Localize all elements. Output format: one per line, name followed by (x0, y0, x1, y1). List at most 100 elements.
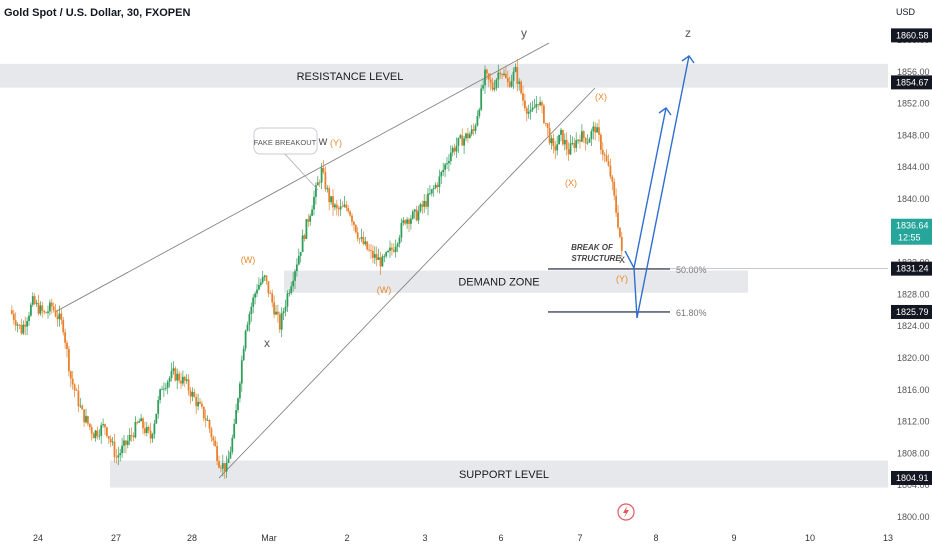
candle-body (522, 93, 524, 101)
candle-body (503, 73, 505, 75)
candle-body (398, 237, 401, 244)
candle-body (598, 127, 600, 135)
candle-body (206, 420, 209, 421)
candle-body (155, 413, 158, 424)
candle-body (43, 310, 46, 313)
x-tick-label: 24 (33, 533, 43, 543)
candle-body (235, 410, 237, 424)
break-of-structure-label: BREAK OF (571, 243, 614, 252)
candle-body (288, 292, 291, 294)
candle-body (221, 463, 224, 469)
candle-body (144, 428, 146, 433)
candle-body (79, 405, 82, 407)
candle-body (381, 256, 384, 267)
candle-body (197, 401, 199, 407)
y-tick-label: 1816.00 (897, 385, 930, 395)
candle-body (402, 220, 405, 224)
candle-body (543, 105, 545, 123)
candle-body (328, 188, 331, 203)
candle-body (368, 249, 370, 251)
candle-body (476, 115, 479, 126)
candle-body (413, 209, 416, 212)
wave-label: z (685, 26, 691, 40)
candle-body (499, 72, 502, 75)
candle-body (375, 254, 378, 260)
projection-arrow-2 (633, 55, 690, 319)
candle-body (573, 142, 576, 148)
candle-body (339, 206, 342, 210)
candle-body (305, 219, 308, 239)
candle-body (451, 147, 454, 153)
candle-body (212, 437, 215, 441)
candle-body (480, 88, 483, 110)
candle-body (231, 437, 234, 452)
candle-body (182, 376, 184, 384)
candle-body (225, 463, 228, 472)
candle-body (132, 435, 135, 438)
candle-body (552, 138, 555, 147)
lower-trendline (218, 87, 596, 479)
candle-body (159, 389, 161, 400)
candle-body (311, 209, 313, 216)
candle-body (52, 306, 55, 311)
candle-body (529, 109, 532, 112)
candle-body (178, 373, 180, 381)
candle-body (259, 282, 262, 285)
candle-body (315, 185, 317, 197)
candle-body (415, 209, 418, 221)
candle-body (292, 280, 294, 287)
candle-body (448, 161, 450, 164)
price-tag-value: 1804.91 (896, 473, 929, 483)
candle-body (299, 252, 302, 256)
candle-body (408, 219, 410, 224)
candle-body (50, 302, 53, 307)
candle-body (425, 200, 427, 207)
candle-body (98, 435, 101, 437)
candle-body (442, 169, 445, 173)
candle-body (126, 440, 129, 445)
candle-body (588, 138, 591, 143)
candle-body (204, 418, 207, 421)
y-tick-label: 1804.00 (897, 480, 930, 490)
candle-body (138, 421, 141, 423)
candle-body (301, 235, 304, 253)
wave-label: (X) (595, 92, 607, 102)
candle-body (20, 324, 23, 334)
candle-body (22, 324, 25, 334)
y-tick-label: 1820.00 (897, 353, 930, 363)
candle-body (261, 276, 264, 283)
x-tick-label: 13 (883, 533, 893, 543)
candle-body (229, 451, 232, 459)
candle-body (102, 424, 104, 426)
x-tick-label: 27 (111, 533, 121, 543)
candle-body (579, 139, 581, 142)
candle-body (582, 131, 585, 138)
wave-label: (W) (241, 255, 256, 265)
candle-body (620, 236, 623, 251)
projection-arrow-2-head (681, 55, 695, 64)
candle-body (142, 418, 144, 429)
support-zone-label: SUPPORT LEVEL (459, 469, 549, 481)
candle-body (26, 321, 28, 327)
candle-body (87, 416, 89, 424)
candle-body (60, 313, 63, 320)
candle-body (596, 127, 598, 133)
demand-zone-label: DEMAND ZONE (458, 277, 539, 289)
candle-body (392, 249, 395, 252)
candle-body (601, 149, 604, 155)
y-tick-label: 1844.00 (897, 162, 930, 172)
candle-body (337, 208, 340, 210)
candle-body (157, 399, 160, 414)
candle-body (506, 77, 509, 83)
candle-body (607, 161, 610, 166)
candle-body (106, 427, 108, 437)
candle-body (45, 312, 47, 314)
candle-body (14, 320, 17, 326)
candle-body (81, 405, 84, 410)
candle-body (505, 73, 507, 78)
candle-body (457, 137, 460, 146)
candle-body (271, 293, 274, 303)
candle-body (94, 430, 97, 439)
candle-body (491, 82, 494, 90)
